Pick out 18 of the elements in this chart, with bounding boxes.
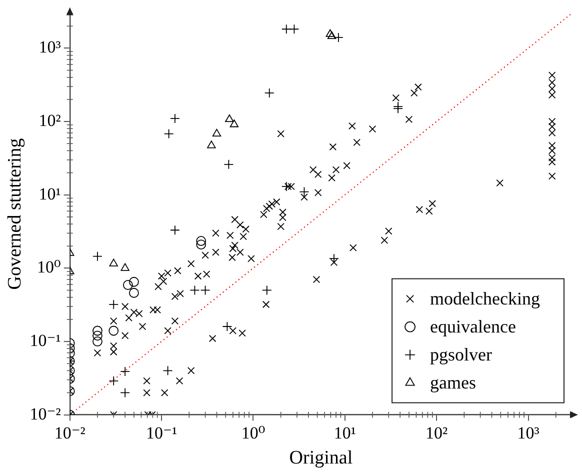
y-tick-label: 10⁰ [37, 258, 62, 277]
y-tick-label: 10⁻² [30, 404, 61, 424]
y-tick-label: 10¹ [38, 184, 61, 204]
x-tick-label: 10¹ [334, 423, 356, 442]
x-tick-label: 10² [426, 423, 448, 442]
legend-label: pgsolver [430, 344, 492, 365]
y-tick-label: 10² [38, 110, 61, 130]
y-axis-title: Governed stuttering [4, 138, 26, 290]
x-tick-label: 10⁰ [241, 423, 266, 442]
x-axis-title: Original [289, 448, 353, 469]
x-tick-label: 10⁻² [54, 423, 86, 442]
legend-label: modelchecking [430, 288, 540, 309]
x-tick-label: 10⁻¹ [146, 423, 178, 442]
x-tick-label: 10³ [517, 423, 540, 442]
y-tick-label: 10⁻¹ [30, 330, 61, 350]
legend-label: equivalence [430, 316, 516, 337]
y-tick-label: 10³ [38, 38, 61, 57]
legend-label: games [430, 372, 476, 393]
